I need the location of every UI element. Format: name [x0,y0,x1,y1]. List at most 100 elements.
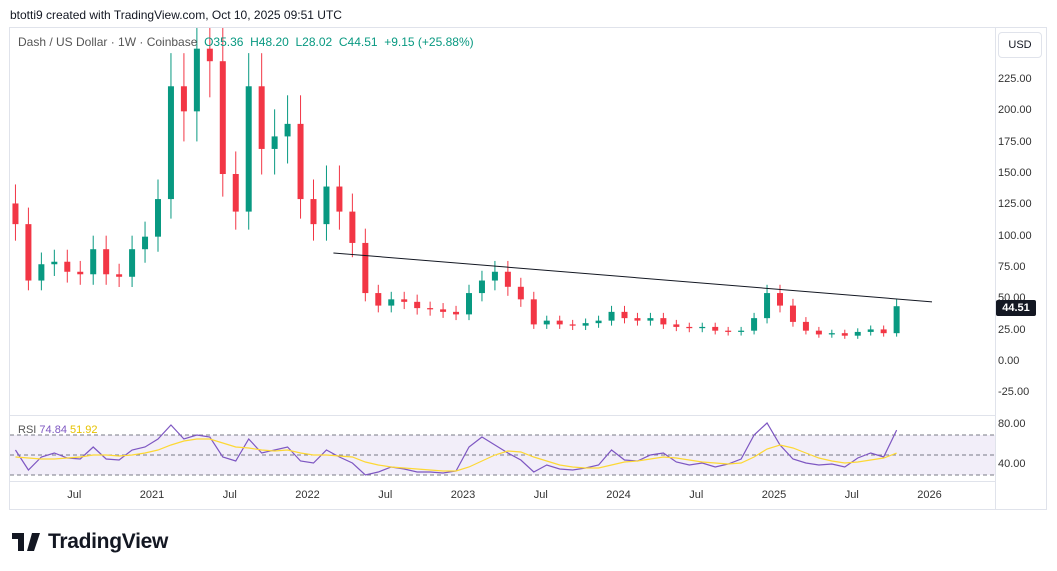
candle-body [193,48,200,112]
candle-body [167,86,174,200]
rsi-ma-line [15,438,897,472]
candle-body [530,299,537,325]
rsi-value: 74.84 [39,424,67,436]
rsi-ma-value: 51.92 [70,424,98,436]
candle-body [893,306,900,334]
time-tick-label: 2022 [295,489,320,501]
candle-body [258,86,265,149]
candle-body [142,236,149,250]
candle-body [764,293,771,319]
last-price-label: 44.51 [996,300,1036,316]
candle-body [647,318,654,321]
candle-body [64,261,71,272]
candle-body [582,323,589,326]
time-tick-label: 2026 [917,489,942,501]
candle-body [323,186,330,225]
candle-body [90,249,97,275]
candle-body [777,293,783,306]
candle-body [751,318,758,331]
candle-body [284,123,291,137]
price-tick-label: 75.00 [998,261,1026,273]
candle-body [880,329,887,334]
candle-body [453,311,460,315]
candle-body [51,261,58,265]
price-tick-label: 100.00 [998,229,1032,242]
candle-body [440,309,447,312]
candle-body [401,299,408,302]
tradingview-logo[interactable]: TradingView [12,530,168,554]
candle-body [12,203,19,225]
time-tick-label: Jul [844,489,859,501]
price-tick-label: 150.00 [998,167,1032,179]
time-tick-label: Jul [67,489,82,501]
candle-body [725,330,732,332]
time-tick-label: 2025 [761,489,787,501]
candle-body [789,305,796,322]
candle-body [297,123,304,200]
price-tick-label: 25.00 [998,323,1026,336]
price-pane [10,28,995,415]
candle-body [414,301,421,309]
candle-body [686,326,693,329]
candle-body [699,326,706,329]
candle-body [180,86,187,112]
candle-body [841,333,848,336]
candle-body [310,199,317,225]
candle-body [802,321,809,331]
price-tick-label: -25.00 [998,386,1030,399]
candle-body [712,326,719,331]
chart-credit: btotti9 created with TradingView.com, Oc… [10,8,342,22]
candle-body [608,311,615,321]
rsi-label: RSI [18,424,37,436]
candle-body [271,136,278,149]
candle-body [815,330,822,335]
price-tick-label: 125.00 [998,198,1032,211]
symbol-legend: Dash / US Dollar · 1W · Coinbase O35.36 … [18,35,474,49]
time-tick-label: Jul [689,489,704,501]
candle-body [245,86,252,212]
candle-body [206,48,213,62]
price-tick-label: 200.00 [998,104,1032,117]
candle-body [556,320,563,325]
candle-body [38,264,45,281]
candle-body [660,318,667,325]
price-tick-label: 175.00 [998,135,1032,148]
candle-body [103,249,110,275]
chart-frame [9,27,1047,510]
candle-body [25,224,32,281]
candle-body [595,320,602,324]
candle-body [427,308,434,310]
low-value: L28.02 [295,35,333,49]
candle-body [466,293,472,315]
candle-body [129,249,136,277]
candle-body [478,280,485,294]
candle-body [375,293,382,306]
candle-body [491,271,498,281]
symbol-name: Dash / US Dollar · 1W · Coinbase [18,35,198,49]
candle-body [828,333,835,335]
candle-body [854,331,861,336]
candle-body [517,286,524,300]
rsi-legend: RSI 74.84 51.92 [18,424,98,436]
candle-body [77,271,84,275]
open-value: O35.36 [204,35,244,49]
change-value: +9.15 (+25.88%) [384,35,474,49]
candle-body [232,174,239,212]
candle-body [569,324,576,326]
candle-body [867,329,874,332]
candle-body [336,186,343,212]
candle-body [116,274,123,277]
candle-body [349,211,356,243]
candle-body [621,311,628,319]
price-tick-label: 0.00 [998,355,1020,367]
candle-body [219,61,226,175]
candle-body [738,330,745,332]
high-value: H48.20 [250,35,289,49]
candle-body [155,199,161,237]
rsi-tick-label: 40.00 [998,458,1026,470]
close-value: C44.51 [338,35,378,49]
time-tick-label: Jul [378,489,393,501]
currency-button[interactable]: USD [998,32,1042,58]
candle-body [362,242,369,294]
